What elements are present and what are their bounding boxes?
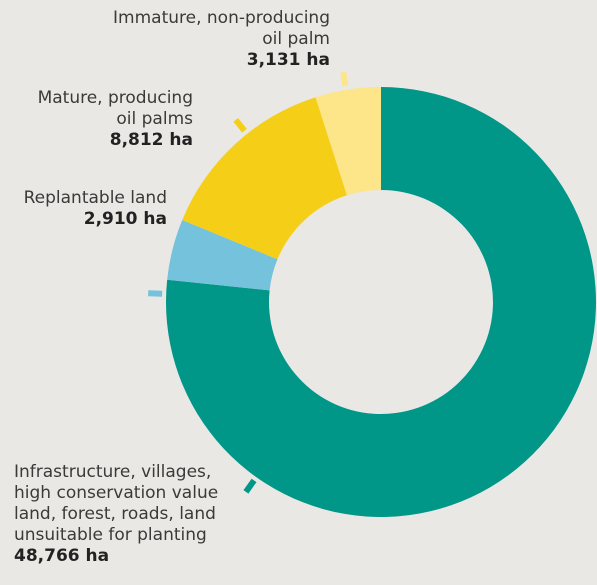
tick-immature <box>340 71 349 87</box>
label-immature-name: Immature, non-producing oil palm <box>113 8 330 49</box>
label-replantable-name: Replantable land <box>23 188 167 208</box>
label-replantable-value: 2,910 ha <box>83 209 167 229</box>
slice-immature <box>315 87 381 196</box>
tick-mature <box>233 117 247 133</box>
label-immature-value: 3,131 ha <box>246 50 330 70</box>
tick-infrastructure <box>243 478 257 494</box>
label-mature: Mature, producing oil palms 8,812 ha <box>38 88 193 151</box>
tick-replantable <box>148 290 163 297</box>
slice-mature <box>182 97 347 260</box>
label-mature-value: 8,812 ha <box>109 130 193 150</box>
slice-infrastructure <box>166 87 596 517</box>
label-mature-name: Mature, producing oil palms <box>37 88 193 129</box>
slice-replantable <box>167 220 278 291</box>
label-replantable: Replantable land 2,910 ha <box>24 188 167 230</box>
label-infrastructure: Infrastructure, villages, high conservat… <box>14 462 218 567</box>
label-infrastructure-name: Infrastructure, villages, high conservat… <box>14 462 219 545</box>
label-immature: Immature, non-producing oil palm 3,131 h… <box>113 8 330 71</box>
label-infrastructure-value: 48,766 ha <box>14 546 110 566</box>
